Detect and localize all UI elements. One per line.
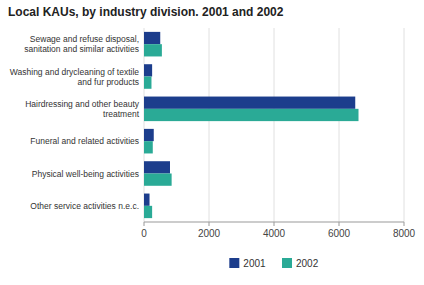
bar bbox=[144, 141, 153, 153]
bar bbox=[144, 77, 151, 89]
grid-line bbox=[274, 28, 275, 222]
tick-mark bbox=[144, 222, 145, 226]
bar bbox=[144, 161, 170, 173]
bar bbox=[144, 109, 359, 121]
chart-svg: Local KAUs, by industry division. 2001 a… bbox=[0, 0, 424, 285]
legend-item: 2001 bbox=[229, 258, 266, 269]
category-label: Physical well-being activities bbox=[32, 169, 139, 179]
x-axis-line bbox=[144, 222, 404, 223]
legend-swatch bbox=[282, 258, 292, 268]
bar bbox=[144, 97, 355, 109]
bar bbox=[144, 194, 150, 206]
tick-label: 2000 bbox=[198, 228, 221, 239]
bar bbox=[144, 206, 152, 218]
legend-label: 2001 bbox=[243, 258, 266, 269]
chart-container: Local KAUs, by industry division. 2001 a… bbox=[0, 0, 424, 285]
tick-label: 6000 bbox=[328, 228, 351, 239]
bar bbox=[144, 64, 152, 76]
legend-swatch bbox=[229, 258, 239, 268]
chart-title: Local KAUs, by industry division. 2001 a… bbox=[8, 5, 284, 19]
bar bbox=[144, 32, 160, 44]
category-label: Washing and drycleaning of textileand fu… bbox=[10, 67, 139, 87]
bar bbox=[144, 44, 162, 56]
grid-line bbox=[404, 28, 405, 222]
bar bbox=[144, 174, 172, 186]
category-label: Sewage and refuse disposal,sanitation an… bbox=[24, 34, 139, 54]
tick-mark bbox=[209, 222, 210, 226]
legend-label: 2002 bbox=[296, 258, 319, 269]
legend: 2001 2002 bbox=[229, 258, 318, 269]
bar bbox=[144, 129, 154, 141]
category-label: Funeral and related activities bbox=[30, 136, 139, 146]
tick-mark bbox=[404, 222, 405, 226]
grid-line bbox=[144, 28, 145, 222]
grid-line bbox=[339, 28, 340, 222]
legend-item: 2002 bbox=[282, 258, 319, 269]
tick-label: 0 bbox=[141, 228, 147, 239]
tick-label: 8000 bbox=[393, 228, 416, 239]
tick-mark bbox=[274, 222, 275, 226]
bars bbox=[144, 32, 359, 218]
category-labels: Sewage and refuse disposal,sanitation an… bbox=[10, 34, 140, 211]
grid: 0 2000 4000 6000 8000 bbox=[141, 28, 415, 239]
category-label: Other service activities n.e.c. bbox=[30, 201, 139, 211]
tick-label: 4000 bbox=[263, 228, 286, 239]
category-label: Hairdressing and other beautytreatment bbox=[25, 99, 140, 119]
tick-mark bbox=[339, 222, 340, 226]
grid-line bbox=[209, 28, 210, 222]
